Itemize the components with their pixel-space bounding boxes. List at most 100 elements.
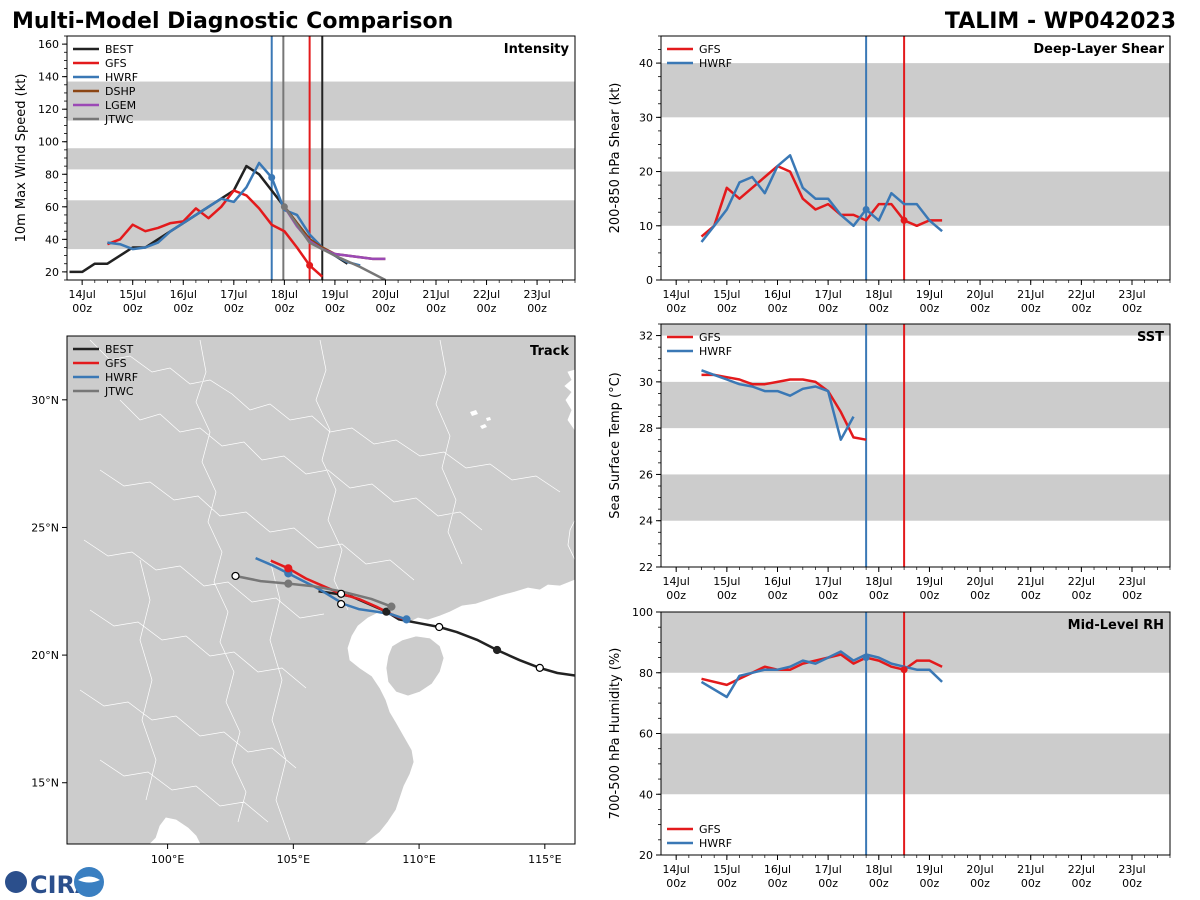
intensity-frame: [66, 35, 576, 281]
cira-logo: CIRA: [5, 867, 104, 899]
shear-series: [700, 154, 943, 243]
intensity-ytick-label: 20: [45, 266, 59, 279]
sst-legend-label-hwrf: HWRF: [699, 345, 732, 358]
track-marker-jtwc: [387, 602, 396, 611]
sst-ytick-label: 24: [639, 515, 653, 528]
track-marker-jtwc: [231, 571, 240, 581]
intensity-xtick-day: 19Jul: [321, 288, 348, 301]
sst-ytick-label: 30: [639, 376, 653, 389]
rh-xtick-hour: 00z: [717, 877, 737, 890]
rh-ytick-label: 60: [639, 728, 653, 741]
sst-xtick-day: 20Jul: [966, 575, 993, 588]
shear-xtick-hour: 00z: [1021, 302, 1041, 315]
sst-band-2: [661, 324, 1170, 336]
intensity-xtick-hour: 00z: [325, 302, 345, 315]
intensity-xtick-hour: 00z: [123, 302, 143, 315]
sst-xtick-day: 18Jul: [865, 575, 892, 588]
shear-xtick-day: 19Jul: [916, 288, 943, 301]
intensity-ytick-label: 40: [45, 233, 59, 246]
sst-xtick-day: 19Jul: [916, 575, 943, 588]
track-ytick-label: 20°N: [31, 649, 59, 662]
sst-xtick-day: 14Jul: [663, 575, 690, 588]
intensity-legend-label-best: BEST: [105, 43, 133, 56]
sst-xtick-hour: 00z: [869, 589, 889, 602]
rh-panel: 2040608010014Jul00z15Jul00z16Jul00z17Jul…: [608, 606, 1171, 890]
track-legend-label-jtwc: JTWC: [104, 385, 134, 398]
shear-xtick-day: 23Jul: [1118, 288, 1145, 301]
figure-title: Multi-Model Diagnostic Comparison: [12, 9, 453, 34]
rh-xtick-day: 15Jul: [713, 863, 740, 876]
rh-xtick-hour: 00z: [768, 877, 788, 890]
intensity-band-0: [67, 200, 575, 250]
intensity-xtick-day: 15Jul: [119, 288, 146, 301]
shear-xtick-day: 18Jul: [865, 288, 892, 301]
shear-legend-label-gfs: GFS: [699, 43, 721, 56]
shear-ytick-label: 20: [639, 166, 653, 179]
track-marker-best: [492, 645, 502, 655]
sst-legend-label-gfs: GFS: [699, 331, 721, 344]
hainan-island: [385, 635, 445, 697]
rh-xtick-day: 19Jul: [916, 863, 943, 876]
intensity-xtick-hour: 00z: [477, 302, 497, 315]
sst-xtick-day: 21Jul: [1017, 575, 1044, 588]
rh-ytick-label: 40: [639, 788, 653, 801]
track-xtick-label: 110°E: [402, 853, 435, 866]
track-frame: [66, 335, 576, 845]
shear-xtick-hour: 00z: [666, 302, 686, 315]
track-ytick-label: 15°N: [31, 777, 59, 790]
sst-xtick-hour: 00z: [768, 589, 788, 602]
rh-xtick-hour: 00z: [1071, 877, 1091, 890]
rh-legend-label-hwrf: HWRF: [699, 837, 732, 850]
shear-xtick-hour: 00z: [1122, 302, 1142, 315]
track-xtick-label: 105°E: [277, 853, 310, 866]
intensity-ytick-label: 60: [45, 201, 59, 214]
rh-xtick-hour: 00z: [1021, 877, 1041, 890]
intensity-ylabel: 10m Max Wind Speed (kt): [14, 74, 29, 243]
intensity-xtick-day: 23Jul: [523, 288, 550, 301]
coastal-islets: [470, 410, 491, 429]
shear-xtick-hour: 00z: [818, 302, 838, 315]
intensity-xtick-hour: 00z: [426, 302, 446, 315]
shear-panel: 01020304014Jul00z15Jul00z16Jul00z17Jul00…: [608, 35, 1171, 315]
track-marker-gfs: [284, 564, 293, 573]
sst-xtick-day: 22Jul: [1068, 575, 1095, 588]
sst-frame: [660, 323, 1171, 568]
sst-xtick-hour: 00z: [970, 589, 990, 602]
track-title: Track: [530, 344, 569, 359]
sst-series: [701, 369, 867, 441]
shear-xtick-day: 16Jul: [764, 288, 791, 301]
sst-xtick-hour: 00z: [1021, 589, 1041, 602]
intensity-xtick-day: 18Jul: [271, 288, 298, 301]
intensity-xtick-day: 20Jul: [372, 288, 399, 301]
track-panel: 100°E 105°E 110°E 115°E 15°N 20°N 25°N 30°N BES…: [31, 335, 576, 866]
rh-xtick-day: 21Jul: [1017, 863, 1044, 876]
intensity-xtick-hour: 00z: [376, 302, 396, 315]
track-axes: 100°E 105°E 110°E 115°E 15°N 20°N 25°N 30°N: [31, 394, 561, 866]
shear-frame: [660, 35, 1171, 281]
intensity-series: [69, 161, 386, 280]
shear-ytick-label: 0: [646, 274, 653, 287]
rh-xtick-day: 22Jul: [1068, 863, 1095, 876]
intensity-line-hwrf: [107, 161, 361, 267]
intensity-ytick-label: 100: [38, 136, 59, 149]
track-legend-label-hwrf: HWRF: [105, 371, 138, 384]
storm-id: TALIM - WP042023: [945, 9, 1176, 34]
sst-ytick-label: 32: [639, 330, 653, 343]
shear-xtick-hour: 00z: [768, 302, 788, 315]
track-marker-best: [382, 607, 391, 616]
intensity-xtick-day: 22Jul: [473, 288, 500, 301]
sst-ytick-label: 22: [639, 561, 653, 574]
intensity-legend-label-gfs: GFS: [105, 57, 127, 70]
intensity-ytick-label: 80: [45, 168, 59, 181]
track-xtick-label: 100°E: [151, 853, 184, 866]
sst-xtick-day: 16Jul: [764, 575, 791, 588]
shear-ylabel: 200-850 hPa Shear (kt): [608, 83, 623, 234]
intensity-xtick-day: 21Jul: [422, 288, 449, 301]
intensity-ytick-label: 160: [38, 38, 59, 51]
intensity-line-jtwc: [283, 206, 386, 280]
shear-title: Deep-Layer Shear: [1033, 42, 1164, 57]
intensity-xtick-hour: 00z: [527, 302, 547, 315]
rh-xtick-hour: 00z: [970, 877, 990, 890]
rh-ytick-label: 20: [639, 849, 653, 862]
